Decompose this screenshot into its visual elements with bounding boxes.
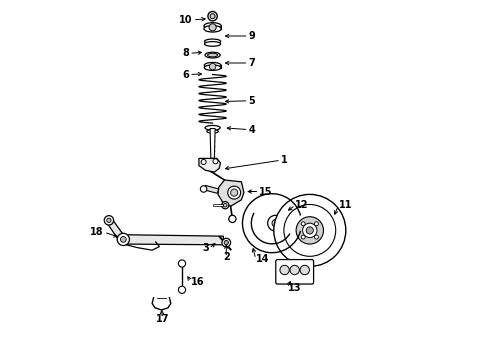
Text: 12: 12 xyxy=(295,200,309,210)
Text: 5: 5 xyxy=(248,96,255,106)
Circle shape xyxy=(290,265,299,275)
Polygon shape xyxy=(218,180,244,206)
Circle shape xyxy=(224,240,228,245)
Ellipse shape xyxy=(207,130,219,133)
Circle shape xyxy=(201,159,206,165)
Ellipse shape xyxy=(205,125,220,130)
Text: 10: 10 xyxy=(179,15,193,25)
Circle shape xyxy=(209,63,216,70)
Circle shape xyxy=(210,14,215,19)
Text: 16: 16 xyxy=(191,276,204,287)
Ellipse shape xyxy=(204,39,220,44)
Ellipse shape xyxy=(204,26,221,32)
Ellipse shape xyxy=(204,42,220,46)
Circle shape xyxy=(228,186,241,199)
Text: 7: 7 xyxy=(248,58,255,68)
FancyBboxPatch shape xyxy=(276,260,314,284)
Text: 9: 9 xyxy=(248,31,255,41)
Circle shape xyxy=(209,24,216,31)
Polygon shape xyxy=(123,235,223,245)
Circle shape xyxy=(296,217,323,244)
Text: 15: 15 xyxy=(259,186,273,197)
Circle shape xyxy=(300,265,310,275)
Circle shape xyxy=(303,223,317,238)
Text: 4: 4 xyxy=(248,125,255,135)
Circle shape xyxy=(280,265,289,275)
Ellipse shape xyxy=(205,52,220,58)
Circle shape xyxy=(222,238,231,247)
Ellipse shape xyxy=(208,53,218,57)
Circle shape xyxy=(213,159,218,164)
Circle shape xyxy=(231,189,238,196)
Circle shape xyxy=(223,203,227,207)
Polygon shape xyxy=(106,220,123,238)
Circle shape xyxy=(306,227,314,234)
Text: 18: 18 xyxy=(90,227,104,237)
Text: 3: 3 xyxy=(202,243,209,253)
Circle shape xyxy=(274,194,346,266)
Text: 17: 17 xyxy=(155,314,169,324)
Circle shape xyxy=(200,186,207,192)
Polygon shape xyxy=(210,129,215,158)
Circle shape xyxy=(301,222,305,226)
Text: 11: 11 xyxy=(339,200,352,210)
Circle shape xyxy=(315,235,318,239)
Circle shape xyxy=(208,12,217,21)
Circle shape xyxy=(104,216,114,225)
Circle shape xyxy=(178,286,186,293)
Circle shape xyxy=(107,218,111,222)
Text: 14: 14 xyxy=(256,254,270,264)
Circle shape xyxy=(272,220,279,227)
Circle shape xyxy=(229,215,236,222)
Circle shape xyxy=(117,233,129,246)
Text: 8: 8 xyxy=(182,48,189,58)
Text: 1: 1 xyxy=(281,155,288,165)
Circle shape xyxy=(301,235,305,239)
Text: 6: 6 xyxy=(182,69,189,80)
Ellipse shape xyxy=(204,62,221,68)
Circle shape xyxy=(121,237,126,242)
Polygon shape xyxy=(204,185,219,193)
Circle shape xyxy=(284,204,336,256)
Ellipse shape xyxy=(204,65,221,71)
Text: 13: 13 xyxy=(288,283,301,293)
Polygon shape xyxy=(199,158,221,172)
Text: 2: 2 xyxy=(223,252,230,262)
Circle shape xyxy=(178,260,186,267)
Ellipse shape xyxy=(204,23,221,29)
Circle shape xyxy=(268,215,284,231)
Circle shape xyxy=(221,202,229,209)
Circle shape xyxy=(315,222,318,226)
